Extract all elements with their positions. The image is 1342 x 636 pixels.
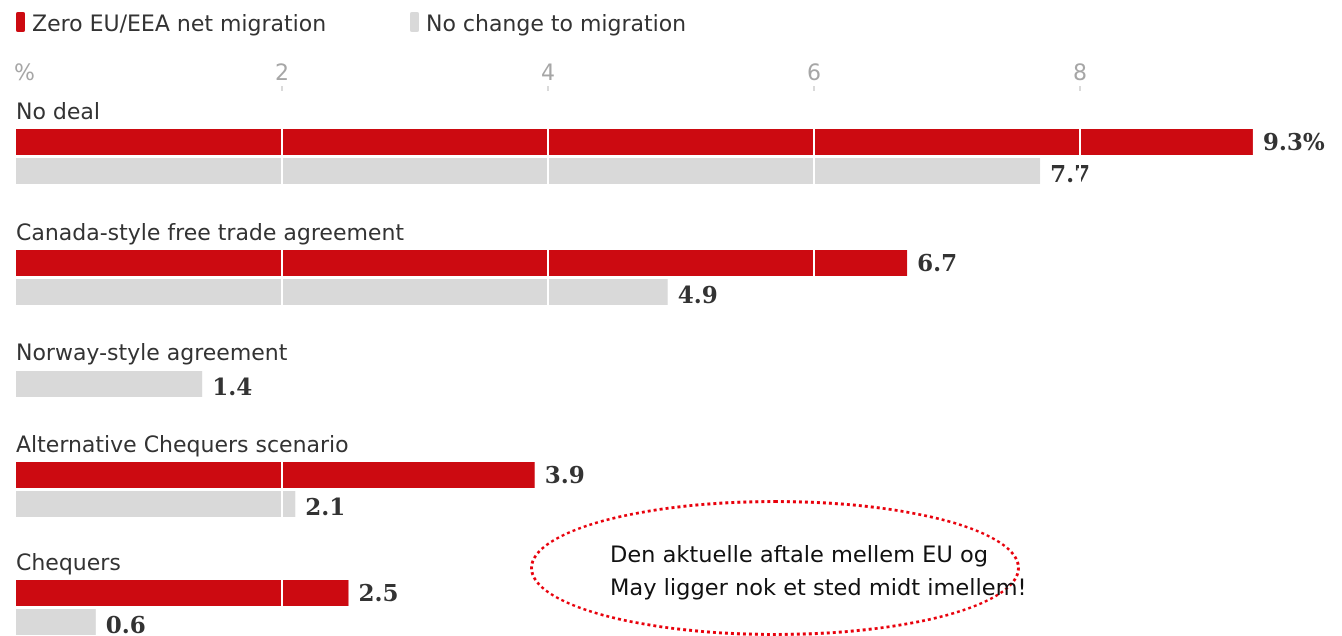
category-label-2: Canada-style free trade agreement [16, 221, 404, 246]
axis-unit-label: % [14, 61, 35, 86]
bar-zero-migration-2 [16, 250, 908, 276]
bar-zero-migration-1 [16, 129, 1253, 155]
legend-swatch-2 [410, 12, 419, 32]
value-label-zero-migration-4: 3.9 [545, 462, 585, 489]
x-tick-label-8: 8 [1073, 61, 1087, 86]
bar-zero-migration-4 [16, 462, 535, 488]
value-label-zero-migration-1: 9.3% [1263, 129, 1325, 156]
bar-no-change-2 [16, 279, 668, 305]
value-label-no-change-1: 7.7 [1050, 161, 1090, 188]
bar-zero-migration-5 [16, 580, 349, 606]
x-tick-label-4: 4 [541, 61, 555, 86]
value-label-no-change-5: 0.6 [106, 612, 146, 636]
category-label-3: Norway-style agreement [16, 341, 288, 366]
bar-no-change-5 [16, 609, 96, 635]
value-label-zero-migration-5: 2.5 [359, 580, 399, 607]
value-label-zero-migration-2: 6.7 [917, 250, 957, 277]
value-label-no-change-2: 4.9 [678, 282, 718, 309]
legend-label-1: Zero EU/EEA net migration [32, 12, 326, 37]
legend-swatch-1 [16, 12, 25, 32]
x-tick-label-6: 6 [807, 61, 821, 86]
category-label-5: Chequers [16, 551, 121, 576]
annotation-ellipse [530, 500, 1020, 636]
value-label-no-change-3: 1.4 [212, 374, 252, 401]
category-label-1: No deal [16, 100, 100, 125]
value-label-no-change-4: 2.1 [305, 494, 345, 521]
x-tick-label-2: 2 [275, 61, 289, 86]
bar-no-change-1 [16, 158, 1041, 184]
bar-no-change-4 [16, 491, 296, 517]
bar-no-change-3 [16, 371, 203, 397]
annotation-text: Den aktuelle aftale mellem EU og May lig… [610, 542, 1027, 601]
legend-label-2: No change to migration [426, 12, 686, 37]
category-label-4: Alternative Chequers scenario [16, 433, 349, 458]
